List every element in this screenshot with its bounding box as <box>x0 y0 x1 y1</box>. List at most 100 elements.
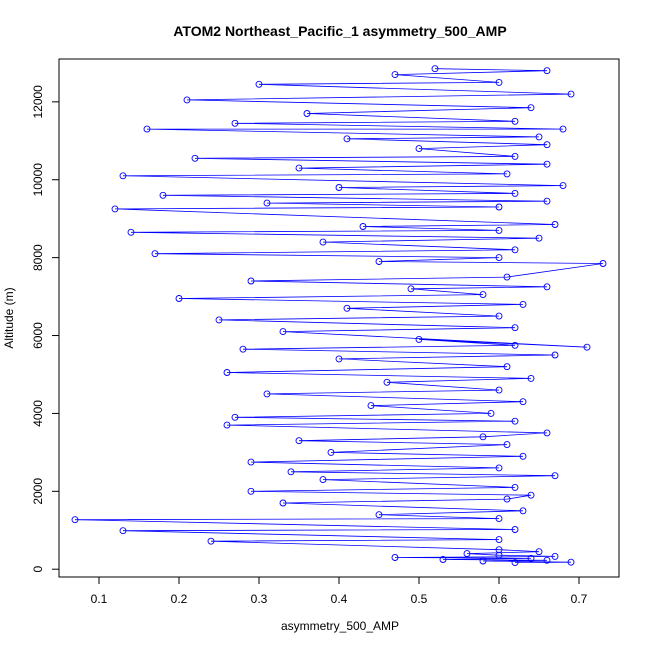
data-point <box>511 189 519 197</box>
data-point <box>479 291 487 299</box>
y-tick-label: 8000 <box>31 244 45 271</box>
data-point <box>415 145 423 153</box>
series-line <box>74 68 604 563</box>
data-point <box>559 125 567 133</box>
y-tick-label: 10000 <box>31 163 45 197</box>
y-tick-label: 6000 <box>31 322 45 349</box>
data-point <box>511 246 519 254</box>
data-point <box>279 328 287 336</box>
data-point <box>495 386 503 394</box>
data-point <box>503 495 511 503</box>
data-point <box>263 199 271 207</box>
data-point <box>319 476 327 484</box>
data-point <box>255 80 263 88</box>
data-point <box>479 557 487 565</box>
x-axis: 0.1 0.2 0.3 0.4 0.5 0.6 0.7 <box>91 576 588 606</box>
data-point <box>511 483 519 491</box>
x-tick-label: 0.1 <box>91 592 108 606</box>
data-point <box>527 104 535 112</box>
data-point <box>495 254 503 262</box>
data-point <box>247 277 255 285</box>
y-tick-label: 0 <box>31 566 45 573</box>
data-point <box>599 260 607 267</box>
data-point <box>175 295 183 302</box>
data-point <box>327 448 335 456</box>
y-axis: 0 2000 4000 6000 8000 10000 12000 <box>31 85 60 573</box>
data-point <box>407 285 415 293</box>
data-point <box>439 556 447 563</box>
y-tick-label: 2000 <box>31 478 45 505</box>
data-point <box>535 133 543 141</box>
data-point <box>263 390 271 398</box>
data-point <box>519 452 527 460</box>
data-point <box>495 203 503 211</box>
x-axis-label: asymmetry_500_AMP <box>281 619 399 633</box>
data-point <box>551 351 559 359</box>
data-point <box>415 335 423 343</box>
data-point <box>127 228 135 236</box>
data-point <box>463 550 471 558</box>
data-point <box>495 546 503 554</box>
data-point <box>191 154 199 162</box>
data-point <box>495 551 503 559</box>
data-point <box>143 125 151 133</box>
y-tick-label: 4000 <box>31 400 45 427</box>
data-point <box>495 536 503 544</box>
data-point <box>527 554 535 562</box>
data-point <box>487 409 495 417</box>
data-point <box>247 487 255 495</box>
data-point <box>503 441 511 449</box>
data-point <box>551 221 559 228</box>
data-point <box>519 300 527 308</box>
data-point <box>511 324 519 332</box>
x-tick-label: 0.6 <box>491 592 508 606</box>
data-point <box>543 283 551 291</box>
data-point <box>119 527 127 535</box>
data-point <box>335 355 343 363</box>
data-point <box>543 429 551 437</box>
data-point <box>527 374 535 382</box>
data-point <box>231 119 239 127</box>
data-point <box>287 468 295 476</box>
data-point <box>527 491 535 499</box>
y-axis-label: Altitude (m) <box>2 287 16 348</box>
data-point <box>535 234 543 242</box>
data-point <box>495 226 503 234</box>
data-point <box>247 458 255 466</box>
data-point <box>391 554 399 561</box>
data-point <box>223 369 231 376</box>
data-point <box>391 71 399 79</box>
data-point <box>215 316 223 324</box>
data-point <box>335 184 343 191</box>
x-tick-label: 0.3 <box>251 592 268 606</box>
data-point <box>535 548 543 556</box>
data-point <box>567 558 575 566</box>
data-point <box>375 511 383 519</box>
data-point <box>511 341 519 349</box>
data-point <box>359 223 367 230</box>
data-point <box>319 238 327 246</box>
data-point <box>151 250 159 258</box>
data-point <box>511 526 519 533</box>
data-point <box>559 182 567 190</box>
data-point <box>519 507 527 515</box>
data-point <box>495 78 503 86</box>
x-tick-label: 0.2 <box>171 592 188 606</box>
plot-series <box>71 65 607 567</box>
data-point <box>383 378 391 386</box>
data-point <box>279 499 287 507</box>
data-point <box>343 304 351 312</box>
data-point <box>511 417 519 425</box>
data-point <box>543 160 551 168</box>
data-point <box>583 343 591 351</box>
data-point <box>503 363 511 371</box>
y-tick-label: 12000 <box>31 85 45 119</box>
data-point <box>111 205 119 213</box>
chart-title: ATOM2 Northeast_Pacific_1 asymmetry_500_… <box>173 23 506 39</box>
data-point <box>239 345 247 353</box>
data-point <box>295 437 303 445</box>
data-point <box>495 515 503 523</box>
data-point <box>119 172 127 180</box>
data-point <box>71 516 79 524</box>
data-point <box>543 556 551 564</box>
